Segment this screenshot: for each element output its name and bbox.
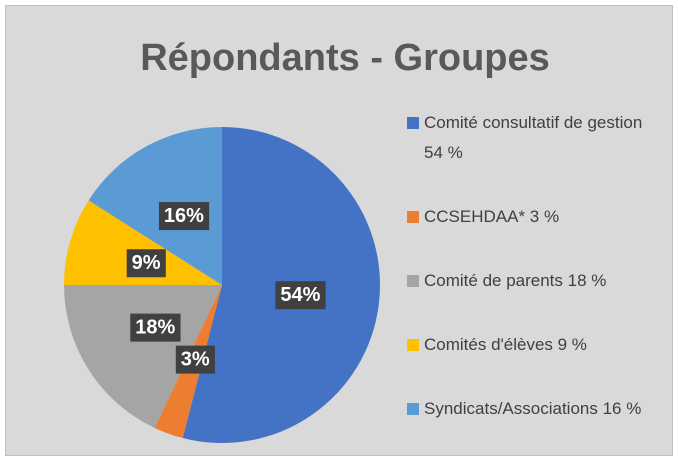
data-label: 3% bbox=[181, 349, 210, 371]
data-label: 18% bbox=[135, 317, 175, 339]
legend-item: Comité consultatif de gestion 54 % bbox=[407, 108, 647, 168]
legend-swatch bbox=[407, 339, 419, 351]
data-label-box bbox=[275, 281, 326, 310]
data-label: 9% bbox=[132, 252, 161, 274]
legend-item: Comités d'élèves 9 % bbox=[407, 330, 647, 360]
legend-item: Syndicats/Associations 16 % bbox=[407, 394, 647, 424]
legend-swatch bbox=[407, 403, 419, 415]
data-label: 16% bbox=[164, 205, 204, 227]
pie-slice bbox=[64, 200, 222, 285]
chart-title: Répondants - Groupes bbox=[140, 37, 550, 79]
data-label-box bbox=[158, 202, 210, 231]
legend-label: CCSEHDAA* 3 % bbox=[424, 207, 560, 226]
legend-label: Comité consultatif de gestion 54 % bbox=[424, 113, 643, 162]
legend-item: CCSEHDAA* 3 % bbox=[407, 202, 647, 232]
legend-label: Comité de parents 18 % bbox=[424, 271, 607, 290]
data-label-box bbox=[175, 345, 215, 374]
pie-slice bbox=[64, 285, 222, 428]
legend-swatch bbox=[407, 275, 419, 287]
data-label-box bbox=[130, 313, 181, 342]
pie-slice bbox=[88, 127, 222, 285]
data-label-box bbox=[126, 249, 166, 278]
data-label: 54% bbox=[280, 284, 320, 306]
legend-item: Comité de parents 18 % bbox=[407, 266, 647, 296]
legend-swatch bbox=[407, 211, 419, 223]
legend-label: Syndicats/Associations 16 % bbox=[424, 399, 642, 418]
legend-swatch bbox=[407, 117, 419, 129]
legend: Comité consultatif de gestion 54 % CCSEHD… bbox=[407, 108, 647, 458]
legend-label: Comités d'élèves 9 % bbox=[424, 335, 587, 354]
